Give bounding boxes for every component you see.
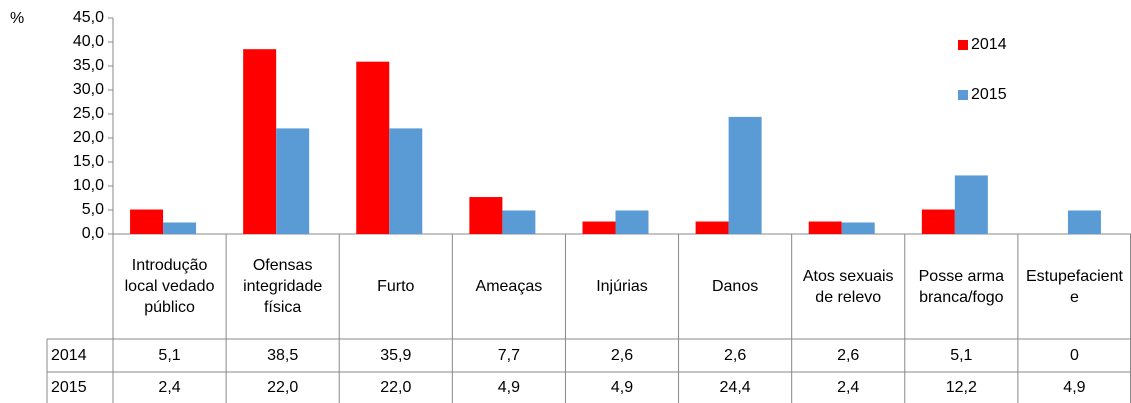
- bar: [808, 221, 842, 234]
- category-label: Ofensas integridade física: [243, 257, 323, 316]
- y-tick-label: 20,0: [73, 129, 104, 146]
- table-value: 38,5: [267, 347, 299, 364]
- table-value: 2,6: [610, 347, 634, 364]
- bar: [841, 222, 875, 234]
- y-tick-label: 45,0: [73, 9, 104, 26]
- table-value: 5,1: [158, 347, 181, 364]
- table-value: 4,9: [497, 379, 520, 396]
- table-value: 12,2: [945, 379, 977, 396]
- table-value: 5,1: [950, 347, 973, 364]
- table-value: 2,6: [837, 347, 860, 364]
- table-value: 2,4: [158, 379, 181, 396]
- bar: [130, 209, 164, 234]
- y-tick-label: 35,0: [73, 57, 104, 74]
- bar: [356, 61, 390, 235]
- category-label: Ameaças: [475, 278, 543, 295]
- category-label: Estupefaciente: [1025, 267, 1123, 306]
- bar: [389, 128, 423, 234]
- y-tick-label: 5,0: [82, 201, 104, 218]
- table-value: 7,7: [497, 347, 520, 364]
- bar: [276, 128, 310, 234]
- table-value: 35,9: [380, 347, 412, 364]
- y-tick-label: 40,0: [73, 33, 104, 50]
- bar: [615, 210, 649, 234]
- bar: [469, 197, 503, 234]
- row-header: 2015: [51, 379, 87, 396]
- category-label: Posse arma branca/fogo: [918, 267, 1004, 306]
- legend-swatch: [958, 90, 968, 100]
- bar: [695, 221, 729, 234]
- y-tick-label: 0,0: [82, 225, 104, 242]
- table-value: 2,4: [837, 379, 860, 396]
- bar: [1067, 210, 1101, 234]
- legend-swatch: [958, 40, 968, 50]
- y-tick-label: 30,0: [73, 81, 104, 98]
- category-label: Introdução local vedado público: [124, 257, 215, 316]
- category-label: Atos sexuais de relevo: [802, 267, 894, 306]
- bar: [243, 49, 277, 235]
- legend-label: 2015: [971, 86, 1007, 103]
- bar: [502, 210, 536, 234]
- y-tick-label: 15,0: [73, 153, 104, 170]
- table-value: 22,0: [380, 379, 412, 396]
- bar: [728, 116, 762, 234]
- table-value: 4,9: [1063, 379, 1086, 396]
- table-value: 24,4: [719, 379, 751, 396]
- row-header: 2014: [51, 347, 87, 364]
- category-label: Danos: [711, 278, 759, 295]
- table-value: 4,9: [610, 379, 634, 396]
- y-tick-label: 10,0: [73, 177, 104, 194]
- bar: [921, 209, 955, 234]
- y-tick-label: 25,0: [73, 105, 104, 122]
- legend-label: 2014: [971, 36, 1007, 53]
- table-value: 2,6: [723, 347, 747, 364]
- bar: [954, 175, 988, 234]
- category-label: Furto: [377, 278, 415, 295]
- table-value: 0: [1069, 347, 1079, 364]
- category-label: Injúrias: [596, 278, 648, 295]
- bar: [582, 221, 616, 234]
- bar: [163, 222, 197, 234]
- y-axis-label: %: [10, 10, 24, 27]
- table-value: 22,0: [267, 379, 299, 396]
